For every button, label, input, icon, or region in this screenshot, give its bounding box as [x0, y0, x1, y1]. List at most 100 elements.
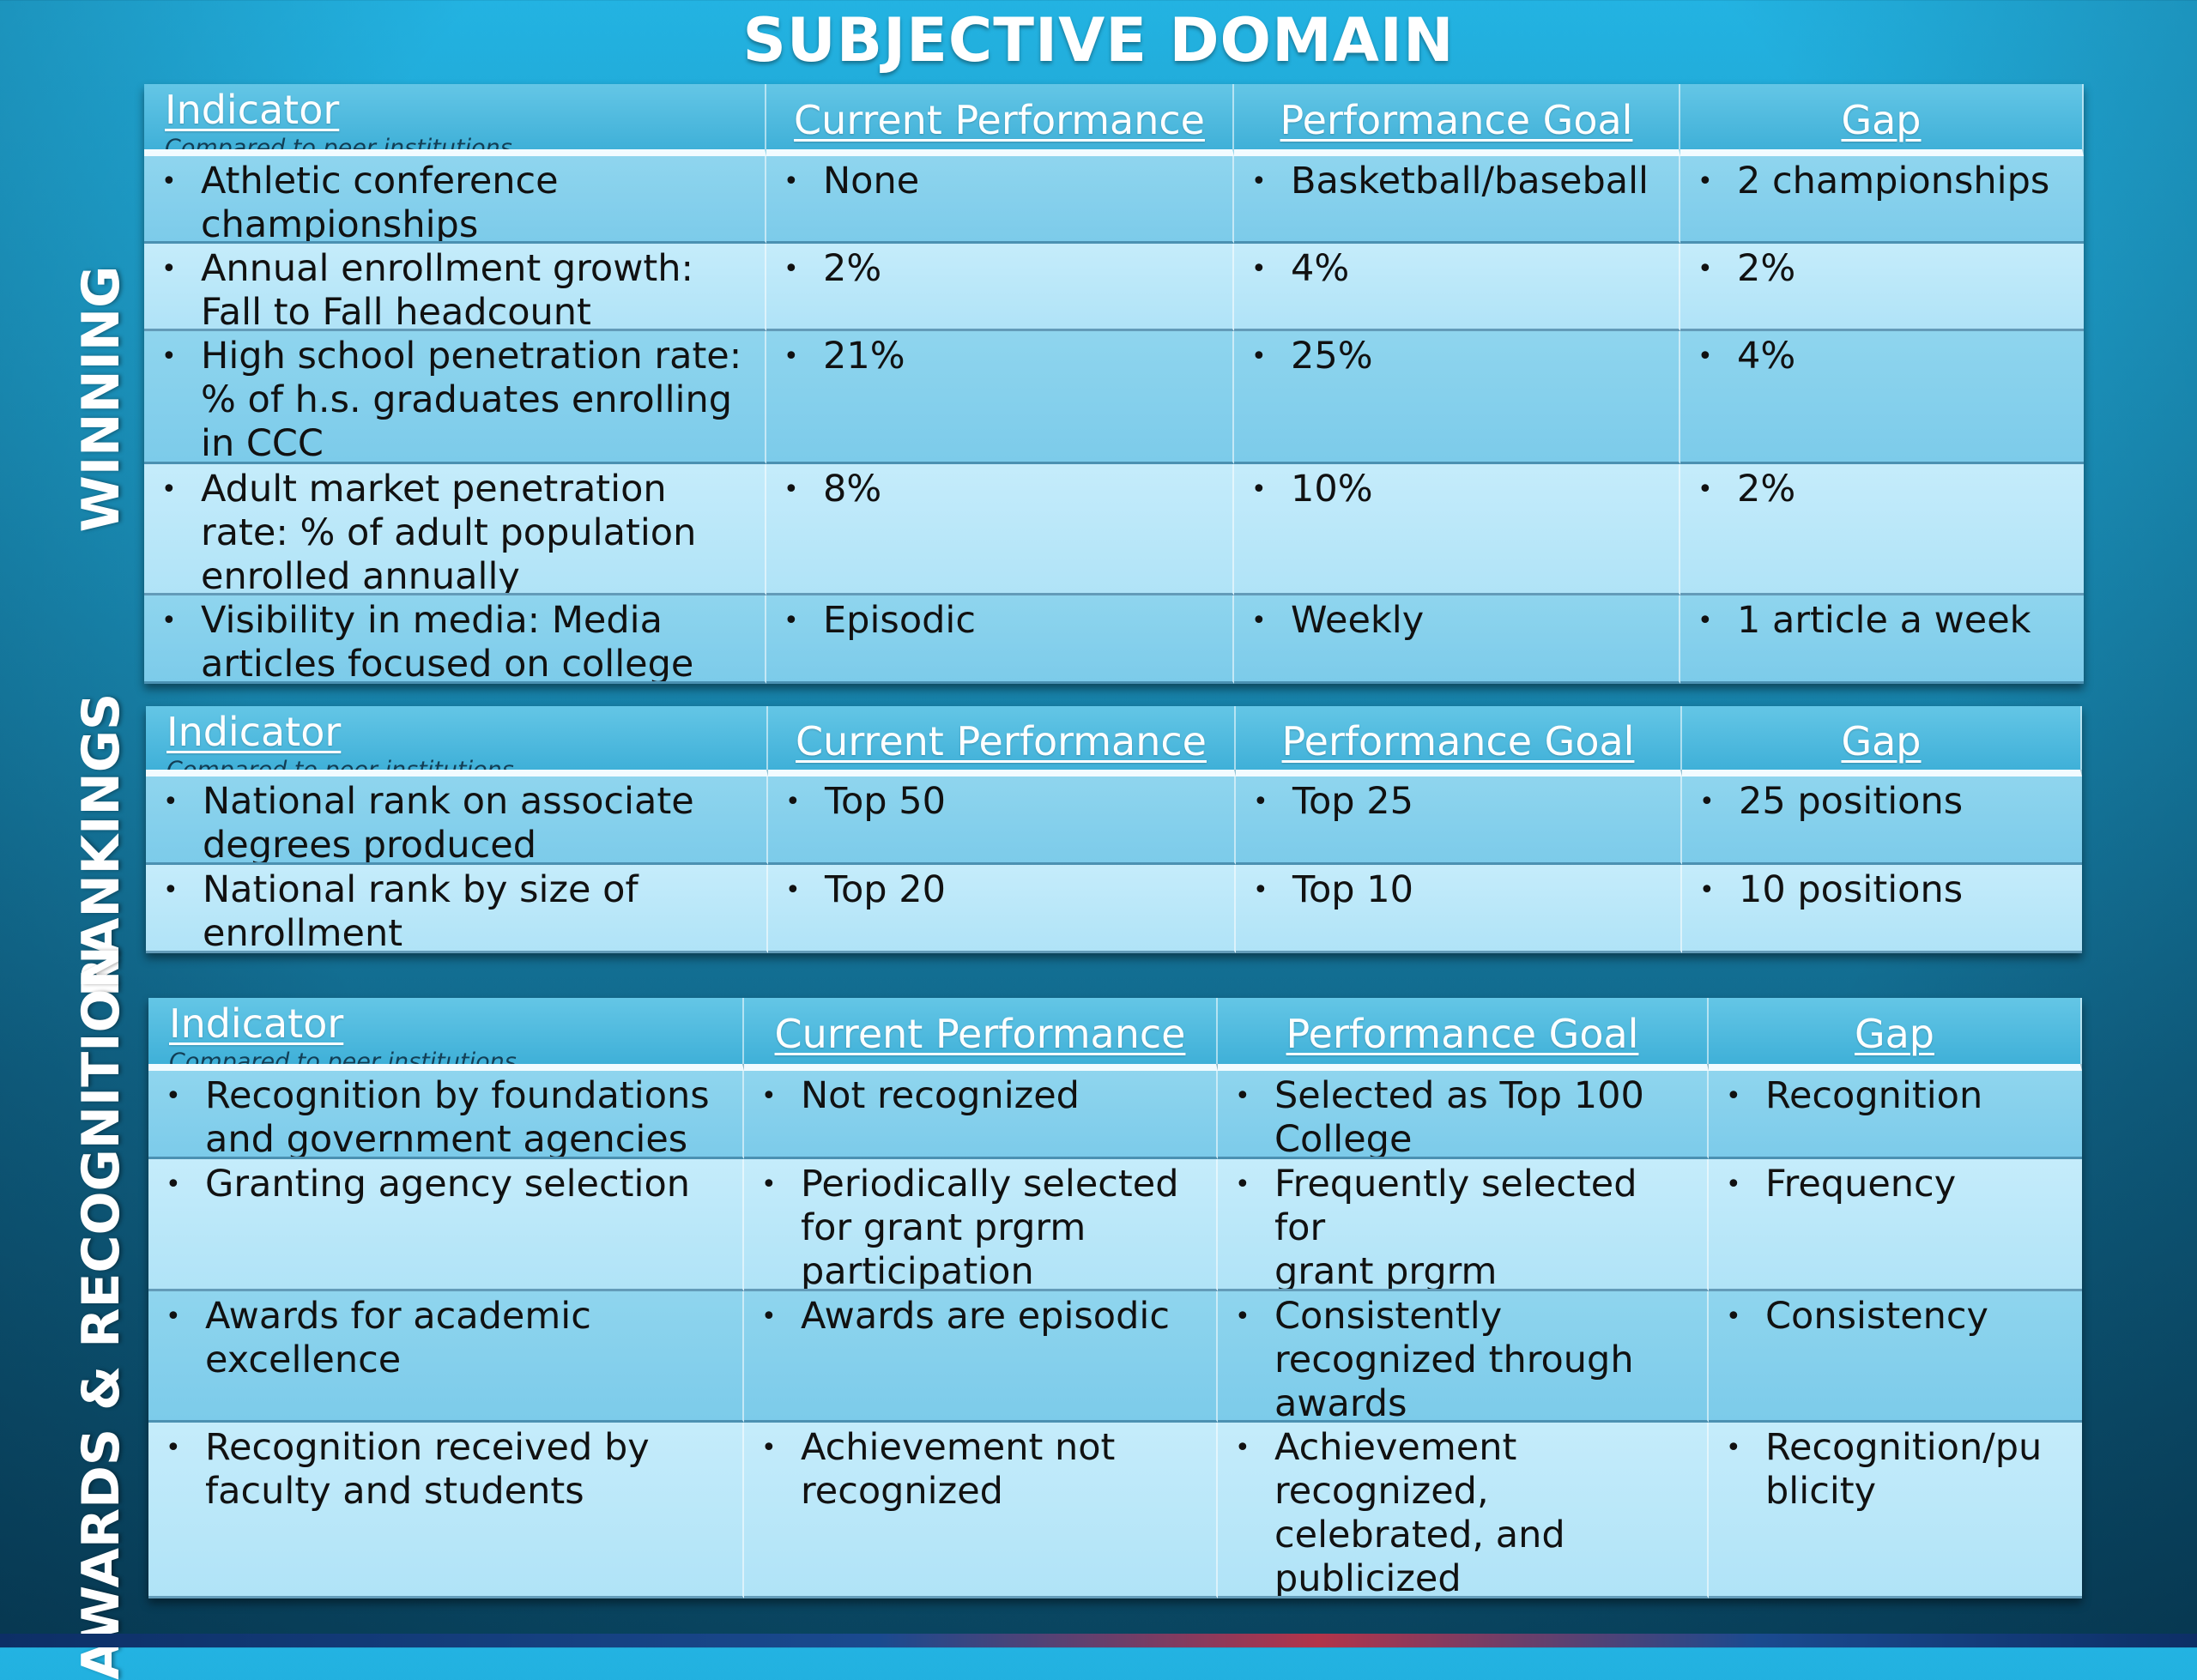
cell-indicator-text: Recognition received by faculty and stud…	[205, 1426, 650, 1513]
header-indicator-subtitle: Compared to peer institutions	[166, 757, 514, 777]
cell-gap-text: 4%	[1737, 335, 1796, 378]
header-current-performance-label: Current Performance	[796, 717, 1207, 764]
header-gap: Gap	[1709, 998, 2082, 1071]
cell-gap: • Consistency	[1709, 1291, 2082, 1423]
header-performance-goal: Performance Goal	[1218, 998, 1709, 1071]
cell-indicator-text: Visibility in media: Media articles focu…	[201, 599, 694, 684]
bullet-icon: •	[784, 474, 799, 505]
bullet-icon: •	[166, 1433, 181, 1463]
header-gap: Gap	[1682, 706, 2082, 777]
cell-indicator: • Recognition received by faculty and stu…	[148, 1423, 744, 1598]
cell-indicator-text: High school penetration rate: % of h.s. …	[201, 335, 742, 464]
cell-goal-text: Frequently selected for grant prgrm part…	[1274, 1163, 1637, 1291]
cell-gap: • 2 championships	[1680, 156, 2084, 244]
cell-goal: • 10%	[1234, 464, 1680, 595]
bullet-icon: •	[1253, 875, 1268, 905]
bullet-icon: •	[161, 254, 177, 284]
header-gap-label: Gap	[1854, 1011, 1935, 1057]
cell-current: • Top 50	[768, 777, 1236, 865]
header-performance-goal-label: Performance Goal	[1280, 96, 1633, 143]
bullet-icon: •	[163, 875, 179, 905]
cell-current: • None	[766, 156, 1234, 244]
bullet-icon: •	[1698, 474, 1713, 505]
bullet-icon: •	[166, 1081, 181, 1111]
header-indicator-title: Indicator	[169, 1000, 344, 1047]
cell-current: • Periodically selected for grant prgrm p…	[744, 1159, 1218, 1291]
bullet-icon: •	[1251, 166, 1267, 196]
cell-gap-text: Consistency	[1765, 1295, 1988, 1338]
header-performance-goal: Performance Goal	[1234, 84, 1680, 156]
bullet-icon: •	[166, 1302, 181, 1332]
header-indicator-subtitle: Compared to peer institutions	[165, 135, 512, 156]
bullet-icon: •	[784, 254, 799, 284]
cell-current-text: Top 20	[825, 868, 946, 911]
cell-goal-text: Top 25	[1292, 780, 1413, 823]
header-performance-goal: Performance Goal	[1236, 706, 1682, 777]
bullet-icon: •	[761, 1302, 777, 1332]
cell-goal: • Frequently selected for grant prgrm par…	[1218, 1159, 1709, 1291]
bullet-icon: •	[1698, 254, 1713, 284]
bullet-icon: •	[1699, 875, 1715, 905]
cell-goal: • Selected as Top 100 College	[1218, 1071, 1709, 1159]
cell-gap: • 2%	[1680, 244, 2084, 331]
cell-current-text: 8%	[823, 468, 882, 511]
header-indicator: Indicator Compared to peer institutions	[144, 84, 766, 156]
bullet-icon: •	[784, 166, 799, 196]
cell-indicator-text: National rank on associate degrees produ…	[203, 780, 694, 865]
cell-goal-text: 25%	[1291, 335, 1373, 378]
header-current-performance: Current Performance	[744, 998, 1218, 1071]
bullet-icon: •	[784, 341, 799, 372]
cell-indicator-text: Annual enrollment growth: Fall to Fall h…	[201, 247, 694, 331]
cell-goal-text: Top 10	[1292, 868, 1413, 911]
bullet-icon: •	[1698, 341, 1713, 372]
table-winning: Indicator Compared to peer institutions Cu…	[144, 84, 2084, 684]
cell-indicator: • Granting agency selection	[148, 1159, 744, 1291]
bullet-icon: •	[1251, 254, 1267, 284]
bullet-icon: •	[166, 1169, 181, 1200]
cell-gap-text: 25 positions	[1739, 780, 1964, 823]
cell-current-text: Episodic	[823, 599, 977, 642]
cell-current: • Not recognized	[744, 1071, 1218, 1159]
header-gap-label: Gap	[1841, 717, 1922, 764]
cell-indicator: • Athletic conference championships	[144, 156, 766, 244]
cell-goal: • Achievement recognized, celebrated, and…	[1218, 1423, 1709, 1598]
bullet-icon: •	[785, 875, 801, 905]
cell-goal-text: Weekly	[1291, 599, 1425, 642]
bullet-icon: •	[761, 1169, 777, 1200]
bullet-icon: •	[1251, 474, 1267, 505]
bullet-icon: •	[163, 787, 179, 817]
cell-indicator-text: National rank by size of enrollment	[203, 868, 639, 953]
cell-goal: • Top 10	[1236, 865, 1682, 953]
cell-gap-text: Recognition	[1765, 1074, 1983, 1117]
table-awards-recognition: Indicator Compared to peer institutions Cu…	[148, 998, 2082, 1598]
cell-gap-text: 2%	[1737, 468, 1796, 511]
cell-indicator: • Visibility in media: Media articles foc…	[144, 595, 766, 684]
header-indicator-title: Indicator	[165, 87, 340, 133]
bullet-icon: •	[1251, 606, 1267, 636]
bullet-icon: •	[1251, 341, 1267, 372]
cell-goal-text: Consistently recognized through awards	[1274, 1295, 1634, 1423]
cell-goal-text: Achievement recognized, celebrated, and …	[1274, 1426, 1565, 1598]
cell-gap: • 10 positions	[1682, 865, 2082, 953]
bullet-icon: •	[161, 341, 177, 372]
cell-current: • Awards are episodic	[744, 1291, 1218, 1423]
cell-goal-text: Selected as Top 100 College	[1274, 1074, 1644, 1159]
cell-gap: • Recognition	[1709, 1071, 2082, 1159]
cell-indicator-text: Granting agency selection	[205, 1163, 691, 1206]
header-indicator: Indicator Compared to peer institutions	[146, 706, 768, 777]
cell-gap: • 4%	[1680, 331, 2084, 464]
cell-current-text: None	[823, 160, 920, 202]
cell-indicator: • Adult market penetration rate: % of adu…	[144, 464, 766, 595]
cell-goal: • Basketball/baseball	[1234, 156, 1680, 244]
cell-current: • 8%	[766, 464, 1234, 595]
bullet-icon: •	[1699, 787, 1715, 817]
cell-current: • 21%	[766, 331, 1234, 464]
cell-current: • Achievement not recognized	[744, 1423, 1218, 1598]
cell-goal: • Top 25	[1236, 777, 1682, 865]
cell-gap-text: 2 championships	[1737, 160, 2050, 202]
cell-gap-text: 2%	[1737, 247, 1796, 290]
section-label-awards-recognition: AWARDS & RECOGNITION	[71, 946, 131, 1680]
header-indicator-subtitle: Compared to peer institutions	[169, 1048, 517, 1071]
bullet-icon: •	[161, 474, 177, 505]
bullet-icon: •	[1698, 606, 1713, 636]
